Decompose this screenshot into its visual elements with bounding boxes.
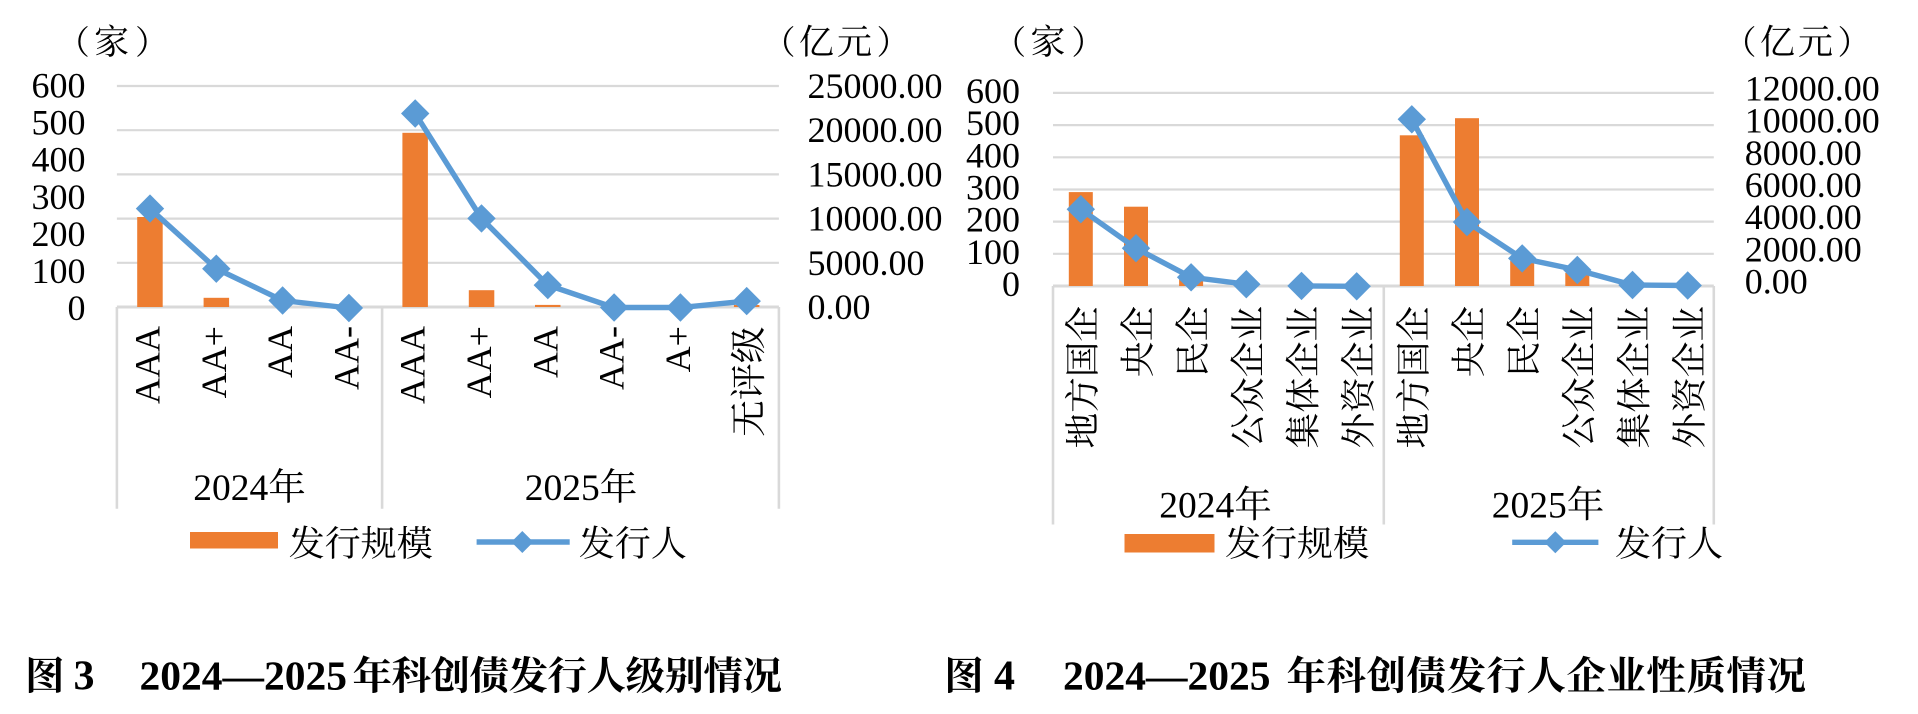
svg-text:100: 100: [966, 232, 1020, 272]
svg-text:AA: AA: [525, 326, 565, 378]
svg-text:2000.00: 2000.00: [1745, 229, 1862, 269]
svg-text:600: 600: [32, 66, 86, 106]
svg-text:200: 200: [966, 200, 1020, 240]
svg-text:AAA: AAA: [128, 326, 168, 404]
svg-text:AA-: AA-: [326, 326, 366, 390]
svg-text:AAA: AAA: [393, 326, 433, 404]
svg-text:20000.00: 20000.00: [808, 110, 943, 150]
svg-text:2024: 2024: [193, 468, 268, 509]
svg-text:8000.00: 8000.00: [1745, 133, 1862, 173]
svg-text:400: 400: [966, 135, 1020, 175]
svg-text:0.00: 0.00: [1745, 262, 1808, 302]
svg-text:AA-: AA-: [592, 326, 632, 390]
svg-text:500: 500: [966, 103, 1020, 143]
svg-text:10000.00: 10000.00: [808, 199, 943, 239]
svg-text:15000.00: 15000.00: [808, 154, 943, 194]
svg-text:0.00: 0.00: [808, 287, 871, 327]
svg-text:0: 0: [68, 288, 86, 328]
svg-text:0: 0: [1002, 264, 1020, 304]
svg-text:5000.00: 5000.00: [808, 243, 925, 283]
svg-text:500: 500: [32, 103, 86, 143]
svg-text:4000.00: 4000.00: [1745, 197, 1862, 237]
svg-text:6000.00: 6000.00: [1745, 165, 1862, 205]
svg-text:2024—2025: 2024—2025: [140, 653, 348, 699]
svg-text:AA: AA: [260, 326, 300, 378]
svg-text:10000.00: 10000.00: [1745, 101, 1880, 141]
svg-text:4: 4: [994, 654, 1015, 700]
svg-text:2024: 2024: [1159, 486, 1234, 527]
svg-text:2025: 2025: [525, 468, 600, 509]
svg-text:200: 200: [32, 214, 86, 254]
svg-text:25000.00: 25000.00: [808, 66, 943, 106]
svg-text:3: 3: [74, 654, 95, 700]
svg-text:AA+: AA+: [194, 326, 234, 398]
svg-text:A+: A+: [658, 326, 698, 372]
svg-text:400: 400: [32, 140, 86, 180]
svg-text:2025: 2025: [1492, 486, 1567, 527]
svg-text:300: 300: [32, 177, 86, 217]
svg-text:600: 600: [966, 71, 1020, 111]
svg-text:300: 300: [966, 168, 1020, 208]
svg-text:12000.00: 12000.00: [1745, 68, 1880, 108]
svg-text:AA+: AA+: [459, 326, 499, 398]
svg-text:100: 100: [32, 251, 86, 291]
svg-text:2024—2025: 2024—2025: [1063, 653, 1271, 699]
